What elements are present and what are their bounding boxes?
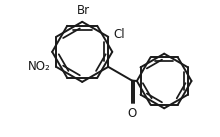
Text: NO₂: NO₂ [28, 60, 51, 73]
Text: Cl: Cl [114, 28, 125, 41]
Text: O: O [127, 107, 137, 120]
Text: Br: Br [77, 4, 90, 17]
